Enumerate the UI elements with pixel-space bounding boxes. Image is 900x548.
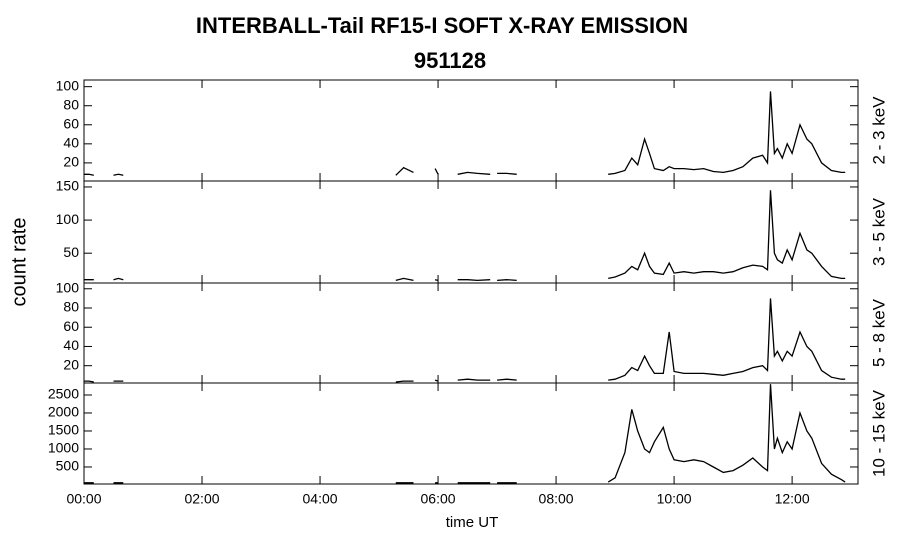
x-tick-label: 00:00 (66, 491, 101, 507)
y-tick-label: 20 (63, 356, 79, 372)
chart-title: INTERBALL-Tail RF15-I SOFT X-RAY EMISSIO… (196, 13, 688, 38)
x-tick-label: 08:00 (539, 491, 574, 507)
y-tick-label: 100 (56, 211, 80, 227)
panel-frame (83, 79, 859, 182)
y-tick-label: 20 (63, 154, 79, 170)
x-tick-label: 10:00 (657, 491, 692, 507)
y-tick-label: 100 (56, 279, 80, 295)
y-tick-label: 60 (63, 115, 79, 131)
panel-frame (83, 382, 859, 485)
panel-label: 3 - 5 keV (869, 197, 888, 266)
y-tick-label: 40 (63, 337, 79, 353)
y-tick-label: 100 (56, 77, 80, 93)
data-line (84, 190, 846, 282)
y-tick-label: 60 (63, 318, 79, 334)
x-tick-label: 12:00 (775, 491, 810, 507)
y-tick-label: 150 (56, 178, 80, 194)
y-tick-label: 500 (56, 458, 80, 474)
panel-label: 5 - 8 keV (869, 298, 888, 367)
panel-label: 10 - 15 keV (869, 389, 888, 477)
y-tick-label: 40 (63, 135, 79, 151)
data-line (84, 298, 846, 383)
y-tick-label: 80 (63, 299, 79, 315)
y-tick-label: 2000 (48, 404, 79, 420)
x-axis-label: time UT (446, 514, 499, 531)
y-tick-label: 1000 (48, 440, 79, 456)
chart-subtitle: 951128 (414, 48, 486, 73)
data-line (84, 91, 846, 176)
y-tick-label: 2500 (48, 386, 79, 402)
x-tick-label: 04:00 (303, 491, 338, 507)
panel-frame (83, 282, 859, 384)
y-tick-label: 80 (63, 96, 79, 112)
y-tick-label: 50 (63, 244, 79, 260)
x-tick-label: 02:00 (184, 491, 219, 507)
data-line (84, 384, 846, 484)
panel-label: 2 - 3 keV (869, 96, 888, 165)
y-tick-label: 1500 (48, 422, 79, 438)
x-tick-label: 06:00 (421, 491, 456, 507)
y-axis-label: count rate (8, 218, 30, 307)
